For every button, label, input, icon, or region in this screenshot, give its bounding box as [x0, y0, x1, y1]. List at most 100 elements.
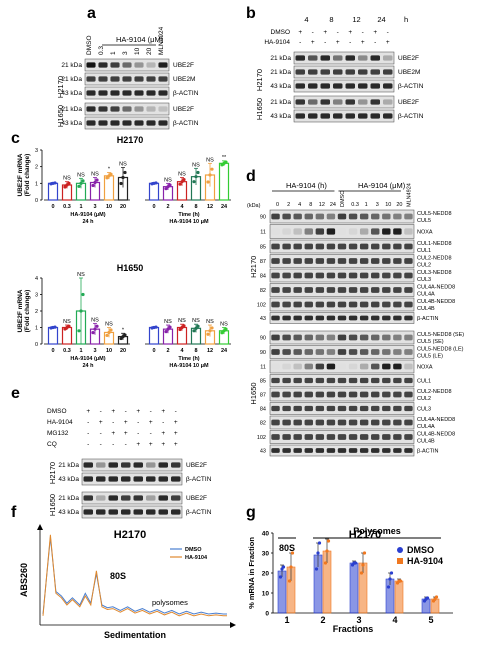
- blot-row-band: [86, 90, 96, 96]
- blot-row-band: [382, 363, 391, 370]
- lane-label: 4: [298, 202, 301, 208]
- series-line: [42, 537, 227, 615]
- blot-row-band: [122, 90, 132, 96]
- chart-title: H2170: [117, 135, 144, 145]
- blot-row-band: [98, 90, 108, 96]
- blot-row-band: [371, 434, 380, 440]
- protein-label: CUL1-NEDD8: [417, 241, 452, 247]
- cell-line-label: H1650: [255, 98, 264, 120]
- panel-b-western-blot: 4 8 12 24 h DMSO HA-9104 + - + - + - + - - + - + - + - +21 kDa…: [255, 15, 424, 123]
- blot-row-band: [83, 476, 93, 482]
- legend-marker: [397, 547, 403, 553]
- data-point: [168, 325, 172, 329]
- blot-row-band: [308, 69, 318, 75]
- condition-label: HA-9104: [47, 419, 73, 426]
- data-point: [51, 325, 55, 330]
- significance-label: NS: [178, 172, 186, 178]
- blot-row-band: [333, 99, 343, 105]
- protein-label: CUL4A-NEDD8: [417, 417, 455, 423]
- blot-row-band: [271, 419, 280, 426]
- blot-row-band: [393, 228, 402, 235]
- data-point: [95, 324, 99, 328]
- blot-row-band: [121, 495, 131, 501]
- cell-line-label: H2170: [48, 462, 57, 484]
- blot-row-band: [404, 272, 413, 279]
- kda-label: 11: [260, 365, 266, 371]
- blot-row-band: [359, 448, 369, 453]
- x-axis-sublabel: HA-9104 10 μM: [169, 363, 209, 369]
- protein-label: UBE2F: [398, 55, 419, 62]
- data-point: [389, 571, 394, 575]
- significance-label: NS: [77, 272, 85, 278]
- blot-row-band: [382, 334, 391, 341]
- blot-row-band: [133, 476, 143, 482]
- blot-row-band: [326, 301, 336, 308]
- lane-label: 3: [122, 51, 129, 55]
- blot-row-band: [359, 419, 369, 426]
- bracket-80s-label: 80S: [279, 543, 295, 553]
- x-tick-label: 24: [221, 204, 228, 210]
- blot-row-band: [304, 213, 313, 220]
- kda-label: 90: [260, 350, 266, 356]
- data-point: [206, 180, 210, 184]
- blot-row-band: [371, 377, 380, 384]
- significance-label: NS: [63, 176, 71, 182]
- blot-row-band: [304, 287, 313, 293]
- data-point: [152, 325, 156, 330]
- blot-row-band: [146, 90, 156, 96]
- blot-row-band: [293, 243, 302, 250]
- data-point: [180, 325, 184, 330]
- x-tick-label: 0: [51, 348, 54, 354]
- blot-row-band: [271, 349, 280, 355]
- protein-label: CUL4B-NEDD8: [417, 299, 455, 305]
- blot-row-band: [271, 334, 280, 341]
- sign: +: [298, 29, 302, 36]
- significance-label: NS: [63, 319, 71, 325]
- data-point: [164, 187, 168, 191]
- sign: -: [87, 441, 89, 448]
- x-tick-label: 1: [284, 615, 289, 625]
- data-point: [210, 326, 214, 330]
- kda-label: 43: [260, 449, 266, 455]
- blot-row-band: [315, 448, 325, 453]
- sign: -: [100, 441, 102, 448]
- blot-row-band: [293, 287, 302, 293]
- blot-row-band: [404, 301, 413, 308]
- y-tick-label: 30: [262, 551, 270, 558]
- blot-row-band: [98, 76, 108, 82]
- data-point: [119, 336, 123, 341]
- sign: -: [100, 408, 102, 415]
- protein-label: CUL5 (SE): [417, 339, 444, 345]
- data-point: [278, 575, 283, 579]
- blot-row-band: [326, 377, 336, 384]
- blot-row-band: [326, 363, 336, 370]
- blot-row-band: [146, 62, 156, 68]
- y-tick-label: 20: [262, 571, 270, 578]
- blot-row-membrane: [293, 109, 395, 123]
- panel-label-d: d: [246, 168, 256, 185]
- chart-title: H2170: [114, 529, 146, 541]
- blot-row-band: [304, 391, 313, 398]
- blot-row-band: [393, 419, 402, 426]
- blot-row-band: [348, 363, 358, 370]
- blot-row-band: [382, 287, 391, 293]
- condition-label: DMSO: [47, 408, 67, 415]
- blot-row-band: [293, 434, 302, 440]
- data-point: [325, 549, 329, 553]
- sign: +: [361, 39, 365, 46]
- blot-row-band: [345, 99, 355, 105]
- lane-label: 0.3: [351, 202, 359, 208]
- panel-label-c: c: [11, 130, 20, 147]
- significance-label: NS: [91, 317, 99, 323]
- blot-row-band: [108, 495, 118, 501]
- blot-row-band: [383, 69, 393, 75]
- significance-label: *: [108, 167, 111, 173]
- blot-row-band: [171, 495, 181, 501]
- significance-label: *: [122, 327, 125, 333]
- data-point: [81, 292, 85, 297]
- blot-row-band: [282, 243, 291, 250]
- significance-label: NS: [206, 157, 214, 163]
- blot-row-band: [358, 113, 368, 119]
- blot-row-band: [271, 272, 280, 279]
